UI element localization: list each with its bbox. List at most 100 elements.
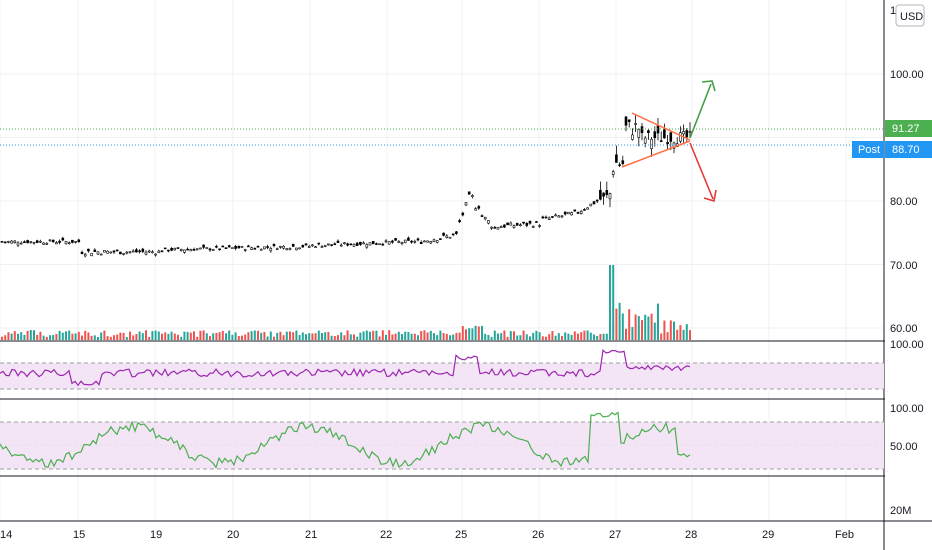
volume-bar-13 bbox=[42, 335, 45, 340]
volume-bar-65 bbox=[209, 336, 211, 340]
volume-bar-12 bbox=[39, 331, 42, 340]
candle-body-144 bbox=[461, 212, 465, 216]
bearish-arrow[interactable] bbox=[689, 142, 714, 200]
volume-bar-165 bbox=[529, 336, 531, 340]
volume-bar-9 bbox=[29, 330, 32, 340]
candle-body-6 bbox=[19, 242, 23, 245]
stochastic-line bbox=[0, 411, 691, 469]
volume-bar-178 bbox=[570, 334, 573, 340]
time-label-26: 26 bbox=[532, 529, 544, 541]
volume-bar-151 bbox=[484, 333, 487, 340]
bullish-arrow-head bbox=[701, 80, 716, 92]
volume-bar-38 bbox=[122, 332, 125, 340]
candle-body-123 bbox=[394, 238, 397, 241]
volume-bar-115 bbox=[369, 331, 371, 340]
rsi-line bbox=[0, 349, 691, 387]
volume-bar-111 bbox=[356, 336, 359, 340]
candle-body-149 bbox=[477, 206, 481, 209]
candle-body-145 bbox=[464, 202, 468, 206]
candle-body-76 bbox=[243, 249, 247, 251]
volume-bar-53 bbox=[170, 331, 173, 340]
candle-body-37 bbox=[119, 251, 122, 255]
candle-body-200 bbox=[640, 126, 644, 134]
candle-body-27 bbox=[87, 248, 90, 252]
candle-body-154 bbox=[493, 227, 497, 229]
volume-bar-207 bbox=[663, 320, 666, 340]
volume-bar-56 bbox=[180, 336, 183, 340]
volume-bar-7 bbox=[23, 334, 26, 340]
pennant-drawing[interactable] bbox=[621, 80, 717, 203]
candle-body-130 bbox=[416, 238, 420, 241]
volume-bar-133 bbox=[426, 332, 429, 340]
candle-body-17 bbox=[55, 242, 58, 245]
price-pane[interactable] bbox=[0, 0, 884, 340]
pennant-upper-line[interactable] bbox=[631, 112, 691, 141]
candle-body-65 bbox=[208, 248, 212, 251]
volume-bar-137 bbox=[439, 330, 442, 340]
volume-bar-176 bbox=[564, 332, 567, 340]
candle-body-42 bbox=[135, 249, 138, 253]
volume-bar-52 bbox=[167, 333, 170, 340]
volume-bar-89 bbox=[285, 331, 288, 340]
volume-bar-19 bbox=[61, 332, 64, 340]
volume-bar-206 bbox=[660, 333, 663, 340]
candle-body-131 bbox=[419, 241, 423, 245]
volume-bar-69 bbox=[221, 330, 224, 340]
volume-bar-107 bbox=[343, 335, 346, 340]
candle-body-133 bbox=[426, 240, 429, 243]
candle-body-26 bbox=[83, 253, 87, 257]
candle-body-39 bbox=[125, 251, 129, 254]
volume-bar-34 bbox=[109, 336, 112, 340]
candle-body-168 bbox=[538, 225, 541, 227]
grid-lines bbox=[0, 0, 884, 520]
candle-body-96 bbox=[307, 245, 311, 248]
candle-body-44 bbox=[141, 248, 145, 252]
candle-body-190 bbox=[608, 193, 612, 200]
candle-body-111 bbox=[355, 242, 359, 246]
volume-bar-8 bbox=[26, 330, 29, 340]
currency-button[interactable] bbox=[895, 4, 925, 27]
candle-body-156 bbox=[499, 226, 503, 228]
volume-bar-0 bbox=[1, 336, 3, 340]
candle-body-98 bbox=[314, 246, 317, 249]
candle-body-121 bbox=[387, 241, 391, 245]
candle-body-15 bbox=[48, 239, 52, 242]
volume-bar-84 bbox=[269, 331, 272, 340]
candle-body-102 bbox=[327, 243, 330, 246]
volume-bar-58 bbox=[186, 331, 189, 340]
volume-bar-5 bbox=[17, 333, 19, 340]
candle-body-213 bbox=[682, 131, 685, 135]
currency-button-label: USD bbox=[900, 11, 923, 23]
volume-bar-6 bbox=[20, 332, 23, 340]
candle-body-116 bbox=[371, 240, 375, 245]
time-axis[interactable]: 14 15 19 20 21 22 25 26 27 28 29 Feb bbox=[0, 529, 854, 541]
volume-bar-95 bbox=[305, 334, 307, 340]
volume-bar-212 bbox=[679, 325, 682, 340]
volume-bar-103 bbox=[330, 335, 333, 340]
time-label-25: 25 bbox=[455, 529, 467, 541]
price-axis[interactable] bbox=[885, 0, 932, 520]
time-label-29: 29 bbox=[762, 529, 774, 541]
volume-bar-75 bbox=[241, 335, 243, 340]
candle-body-85 bbox=[272, 244, 276, 246]
volume-bar-197 bbox=[631, 326, 634, 340]
candle-body-169 bbox=[541, 216, 545, 219]
volume-bar-161 bbox=[516, 335, 519, 340]
volume-bar-30 bbox=[97, 336, 99, 340]
volume-bar-96 bbox=[308, 333, 311, 340]
candle-body-1 bbox=[3, 241, 7, 244]
candle-body-31 bbox=[99, 253, 103, 256]
candle-body-193 bbox=[618, 164, 621, 167]
candle-body-194 bbox=[621, 160, 625, 164]
price-candles bbox=[0, 114, 692, 258]
candle-body-74 bbox=[237, 245, 241, 249]
pennant-lower-line[interactable] bbox=[621, 140, 691, 168]
volume-bar-97 bbox=[311, 333, 314, 340]
time-label-21: 21 bbox=[305, 529, 317, 541]
volume-bars bbox=[1, 265, 691, 340]
bullish-arrow[interactable] bbox=[689, 83, 712, 139]
candle-body-58 bbox=[186, 248, 189, 251]
time-label-19: 19 bbox=[150, 529, 162, 541]
candle-body-99 bbox=[317, 242, 321, 245]
